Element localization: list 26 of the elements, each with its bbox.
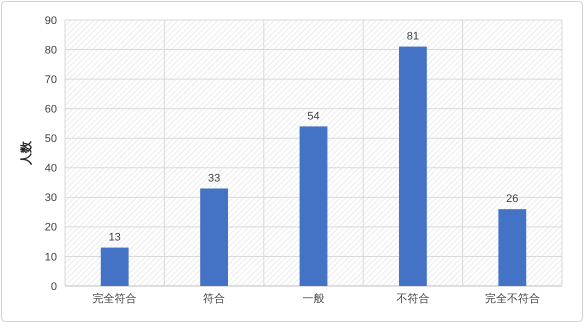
data-label: 54 <box>307 110 320 122</box>
data-label: 33 <box>208 172 220 184</box>
y-tick-label: 70 <box>44 74 57 86</box>
x-tick-label: 一般 <box>302 293 324 305</box>
x-tick-label: 完全不符合 <box>484 292 540 305</box>
bar <box>100 248 129 286</box>
x-tick-label: 完全符合 <box>92 292 137 305</box>
y-tick-label: 40 <box>44 162 57 175</box>
y-tick-label: 10 <box>44 251 57 264</box>
data-label: 81 <box>406 30 420 43</box>
x-tick-label: 符合 <box>203 292 226 305</box>
bar <box>498 209 526 286</box>
y-tick-label: 80 <box>44 44 57 56</box>
x-tick-label: 不符合 <box>396 292 430 305</box>
bar <box>200 188 228 286</box>
y-tick-label: 60 <box>44 104 57 116</box>
bar <box>398 46 427 286</box>
y-tick-label: 50 <box>44 133 57 146</box>
bar <box>300 126 328 286</box>
y-tick-label: 90 <box>44 14 57 27</box>
y-tick-label: 0 <box>50 280 57 293</box>
data-label: 13 <box>108 232 121 244</box>
y-axis-title: 人数 <box>19 140 33 166</box>
data-label: 26 <box>506 193 518 206</box>
y-tick-label: 20 <box>44 222 57 234</box>
y-tick-label: 30 <box>44 192 57 204</box>
